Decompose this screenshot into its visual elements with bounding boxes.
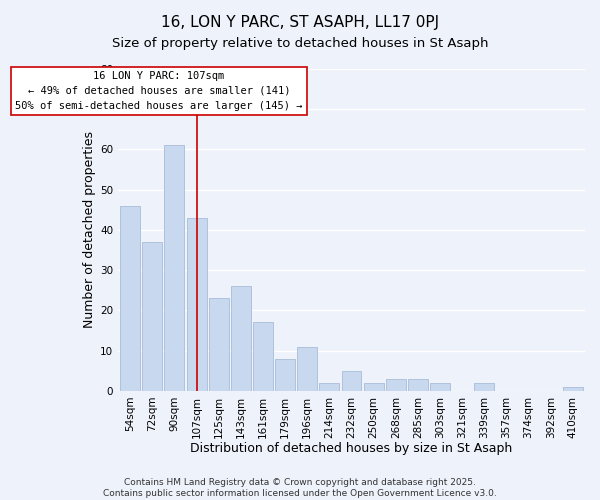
Bar [253, 322, 273, 391]
Text: 16, LON Y PARC, ST ASAPH, LL17 0PJ: 16, LON Y PARC, ST ASAPH, LL17 0PJ [161, 15, 439, 30]
Bar [408, 379, 428, 391]
Bar [430, 383, 450, 391]
Bar [209, 298, 229, 391]
Bar [475, 383, 494, 391]
Bar [297, 346, 317, 391]
Bar [187, 218, 206, 391]
Bar [364, 383, 383, 391]
Text: Contains HM Land Registry data © Crown copyright and database right 2025.
Contai: Contains HM Land Registry data © Crown c… [103, 478, 497, 498]
Bar [275, 358, 295, 391]
Text: Size of property relative to detached houses in St Asaph: Size of property relative to detached ho… [112, 38, 488, 51]
Text: 16 LON Y PARC: 107sqm
← 49% of detached houses are smaller (141)
50% of semi-det: 16 LON Y PARC: 107sqm ← 49% of detached … [15, 71, 302, 110]
Bar [319, 383, 340, 391]
X-axis label: Distribution of detached houses by size in St Asaph: Distribution of detached houses by size … [190, 442, 512, 455]
Bar [341, 370, 361, 391]
Bar [142, 242, 162, 391]
Bar [386, 379, 406, 391]
Bar [231, 286, 251, 391]
Bar [120, 206, 140, 391]
Y-axis label: Number of detached properties: Number of detached properties [83, 132, 96, 328]
Bar [563, 387, 583, 391]
Bar [164, 146, 184, 391]
